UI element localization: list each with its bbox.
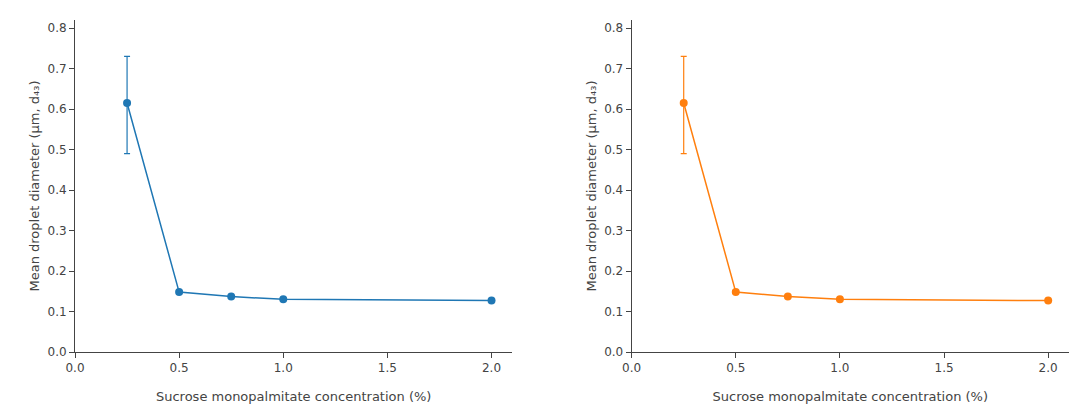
- svg-text:0.5: 0.5: [170, 361, 189, 375]
- svg-text:0.6: 0.6: [604, 102, 623, 116]
- svg-text:0.5: 0.5: [48, 143, 67, 157]
- svg-text:Mean droplet diameter (µm, d₄₃: Mean droplet diameter (µm, d₄₃): [27, 81, 42, 292]
- svg-text:Sucrose monopalmitate concentr: Sucrose monopalmitate concentration (%): [713, 389, 988, 404]
- svg-text:0.7: 0.7: [604, 62, 623, 76]
- svg-text:0.0: 0.0: [65, 361, 84, 375]
- svg-text:0.0: 0.0: [622, 361, 641, 375]
- svg-text:0.6: 0.6: [48, 102, 67, 116]
- svg-text:2.0: 2.0: [1039, 361, 1058, 375]
- svg-text:Mean droplet diameter (µm, d₄₃: Mean droplet diameter (µm, d₄₃): [584, 81, 599, 292]
- svg-text:0.4: 0.4: [48, 183, 67, 197]
- svg-text:0.8: 0.8: [604, 21, 623, 35]
- svg-text:Sucrose monopalmitate concentr: Sucrose monopalmitate concentration (%): [156, 389, 431, 404]
- svg-text:1.0: 1.0: [830, 361, 849, 375]
- svg-text:0.1: 0.1: [604, 305, 623, 319]
- svg-text:0.7: 0.7: [48, 62, 67, 76]
- svg-text:1.5: 1.5: [934, 361, 953, 375]
- svg-text:0.0: 0.0: [48, 345, 67, 359]
- svg-text:0.5: 0.5: [726, 361, 745, 375]
- svg-text:0.3: 0.3: [48, 224, 67, 238]
- svg-text:0.4: 0.4: [604, 183, 623, 197]
- svg-text:1.5: 1.5: [378, 361, 397, 375]
- svg-text:0.0: 0.0: [604, 345, 623, 359]
- svg-text:1.0: 1.0: [274, 361, 293, 375]
- svg-text:0.1: 0.1: [48, 305, 67, 319]
- svg-text:0.2: 0.2: [604, 264, 623, 278]
- svg-text:2.0: 2.0: [482, 361, 501, 375]
- svg-text:0.8: 0.8: [48, 21, 67, 35]
- svg-text:0.2: 0.2: [48, 264, 67, 278]
- svg-text:0.3: 0.3: [604, 224, 623, 238]
- svg-text:0.5: 0.5: [604, 143, 623, 157]
